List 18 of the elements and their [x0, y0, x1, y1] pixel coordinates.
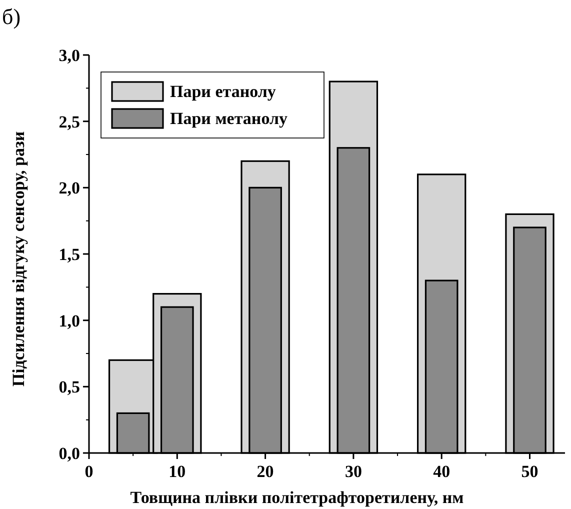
- y-tick-label: 0,0: [58, 444, 80, 463]
- x-tick-label: 0: [84, 462, 94, 481]
- legend-label: Пари метанолу: [170, 109, 288, 128]
- y-tick-label: 0,5: [58, 378, 80, 397]
- x-tick-label: 40: [433, 462, 450, 481]
- y-tick-label: 3,0: [58, 46, 80, 65]
- chart-title: б): [2, 4, 21, 29]
- legend-label: Пари етанолу: [170, 82, 276, 101]
- x-tick-label: 30: [344, 462, 362, 481]
- y-tick-label: 1,5: [58, 245, 80, 264]
- y-tick-label: 2,5: [58, 112, 80, 132]
- x-tick-label: 20: [256, 462, 274, 481]
- x-tick-label: 50: [521, 462, 538, 481]
- y-tick-label: 2,0: [58, 178, 80, 198]
- x-axis-title: Товщина плівки політетрафторетилену, нм: [130, 488, 464, 507]
- y-tick-label: 1,0: [58, 311, 80, 330]
- y-axis-title: Підсилення відгуку сенсору, рази: [9, 131, 28, 387]
- x-tick-label: 10: [168, 462, 186, 481]
